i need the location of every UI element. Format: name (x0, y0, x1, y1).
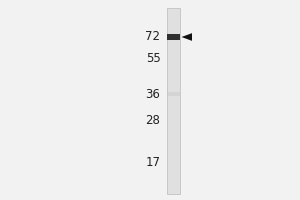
Bar (167, 34, 180, 40)
Text: 36: 36 (146, 88, 160, 100)
Bar (167, 92, 180, 96)
Text: 28: 28 (146, 114, 160, 128)
Bar (167, 8, 180, 194)
Text: 72: 72 (146, 30, 160, 44)
Polygon shape (182, 33, 192, 41)
Text: 55: 55 (146, 52, 160, 66)
Text: 17: 17 (146, 156, 160, 169)
